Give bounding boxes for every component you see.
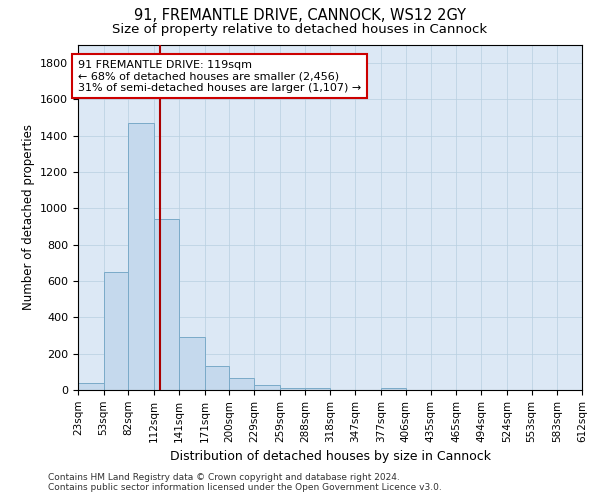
Bar [280,388,305,390]
Bar [154,220,179,390]
Text: Contains HM Land Registry data © Crown copyright and database right 2024.
Contai: Contains HM Land Registry data © Crown c… [48,473,442,492]
Bar [128,123,154,390]
Text: Size of property relative to detached houses in Cannock: Size of property relative to detached ho… [112,22,488,36]
Bar [78,382,104,390]
Y-axis label: Number of detached properties: Number of detached properties [22,124,35,310]
X-axis label: Distribution of detached houses by size in Cannock: Distribution of detached houses by size … [170,450,491,463]
Bar [179,338,205,390]
Bar [381,388,406,390]
Bar [205,366,229,390]
Text: 91, FREMANTLE DRIVE, CANNOCK, WS12 2GY: 91, FREMANTLE DRIVE, CANNOCK, WS12 2GY [134,8,466,22]
Bar [254,386,280,390]
Bar [305,388,331,390]
Bar [229,378,254,390]
Bar [104,272,128,390]
Text: 91 FREMANTLE DRIVE: 119sqm
← 68% of detached houses are smaller (2,456)
31% of s: 91 FREMANTLE DRIVE: 119sqm ← 68% of deta… [78,60,361,92]
